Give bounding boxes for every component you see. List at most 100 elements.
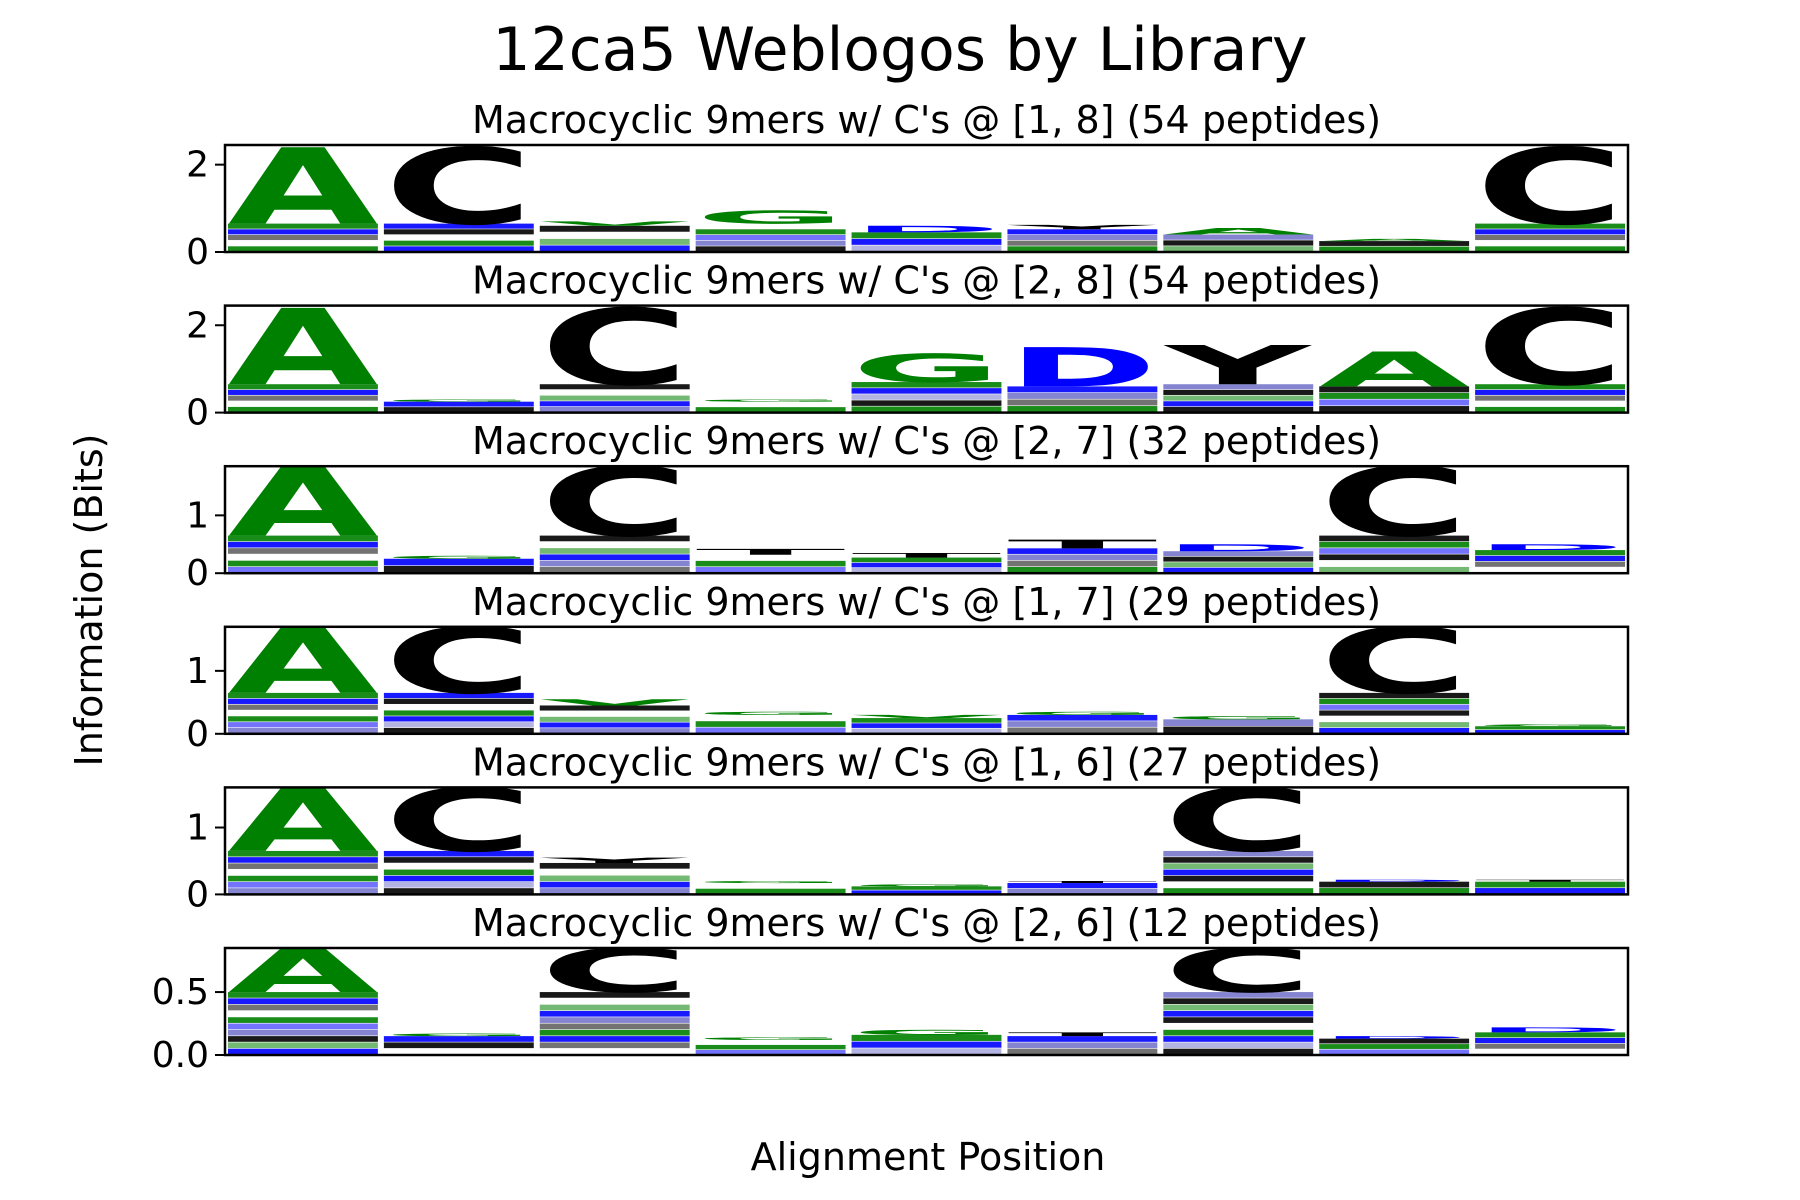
- letter-stack: [851, 718, 1002, 734]
- stack-letter: [851, 728, 1002, 734]
- stack-letter: [1007, 560, 1158, 567]
- stack-letter: [695, 567, 846, 573]
- stack-letter: [228, 692, 378, 699]
- letter-stack: [1007, 548, 1158, 573]
- dominant-letter: G: [696, 1037, 846, 1041]
- stack-letter: [228, 704, 378, 710]
- stack-letter: [228, 1017, 378, 1023]
- stack-letter: [383, 869, 534, 876]
- stack-letter: [1319, 1038, 1470, 1044]
- stack-letter: [383, 704, 534, 710]
- stack-letter: [1163, 240, 1314, 246]
- stack-letter: [228, 863, 378, 869]
- logo-panel: Macrocyclic 9mers w/ C's @ [1, 7] (29 pe…: [186, 580, 1630, 755]
- letter-stack: [851, 382, 1002, 412]
- stack-letter: [1163, 1048, 1314, 1055]
- stack-letter: [539, 728, 690, 734]
- y-tick-label: 0: [186, 553, 209, 594]
- letter-stack: [1475, 881, 1625, 894]
- stack-letter: [228, 223, 378, 229]
- dominant-letter: V: [852, 714, 1002, 719]
- stack-letter: [695, 229, 846, 235]
- dominant-letter: D: [1475, 1026, 1625, 1034]
- stack-letter: [228, 389, 378, 395]
- stack-letter: [228, 541, 378, 548]
- stack-letter: [539, 1023, 690, 1030]
- stack-letter: [383, 223, 534, 229]
- stack-letter: [1475, 888, 1625, 894]
- letter-stack: [1163, 719, 1314, 734]
- stack-letter: [228, 384, 378, 390]
- dominant-letter: D: [852, 224, 1002, 234]
- axes-frame: [223, 786, 1630, 896]
- y-tick-label: 2: [186, 305, 209, 346]
- stack-letter: [1163, 1004, 1314, 1011]
- stack-letter: [851, 557, 1002, 563]
- stack-letter: [228, 1023, 378, 1030]
- stack-letter: [1319, 692, 1470, 699]
- stack-letter: [228, 888, 378, 894]
- stack-letter: [1007, 234, 1158, 241]
- dominant-letter: T: [696, 547, 846, 556]
- stack-letter: [851, 1041, 1002, 1048]
- stack-letter: [1475, 881, 1625, 888]
- stack-letter: [228, 554, 378, 561]
- stack-letter: [1319, 1049, 1470, 1055]
- stack-letter: [228, 1004, 378, 1011]
- letter-stack: [695, 1039, 846, 1055]
- stack-letter: [1007, 721, 1158, 727]
- stack-letter: [539, 535, 690, 542]
- stack-letter: [228, 869, 378, 876]
- dominant-letter: T: [1475, 879, 1625, 882]
- stack-letter: [695, 721, 846, 727]
- stack-letter: [1163, 389, 1314, 395]
- stack-letter: [1319, 246, 1470, 252]
- stack-letter: [383, 692, 534, 699]
- stack-letter: [228, 566, 378, 573]
- stack-letter: [383, 229, 534, 235]
- stack-letter: [228, 240, 378, 246]
- stack-letter: [695, 1049, 846, 1055]
- dominant-letter: G: [852, 346, 1002, 391]
- dominant-letter: C: [1475, 127, 1625, 249]
- panel-title: Macrocyclic 9mers w/ C's @ [2, 7] (32 pe…: [472, 419, 1381, 463]
- dominant-letter: A: [228, 287, 378, 409]
- stack-letter: [851, 890, 1002, 894]
- stack-letter: [383, 875, 534, 882]
- stack-letter: [851, 1048, 1002, 1055]
- stack-letter: [228, 1042, 378, 1049]
- letter-stack: [383, 558, 534, 573]
- stack-letter: [383, 401, 534, 407]
- stack-letter: [228, 401, 378, 407]
- stack-letter: [1007, 240, 1158, 246]
- stack-letter: [228, 727, 378, 734]
- stack-letter: [539, 711, 690, 717]
- stack-letter: [228, 406, 378, 412]
- letter-stack: [1163, 992, 1314, 1055]
- logo-panel: Macrocyclic 9mers w/ C's @ [2, 6] (12 pe…: [152, 901, 1630, 1076]
- dominant-letter: G: [696, 399, 846, 402]
- letter-stack: [383, 692, 534, 734]
- letter-stack: [539, 384, 690, 412]
- stack-letter: [695, 240, 846, 246]
- dominant-letter: T: [1007, 880, 1157, 883]
- stack-letter: [228, 535, 378, 542]
- stack-letter: [1319, 399, 1470, 406]
- y-tick-label: 1: [186, 495, 209, 536]
- stack-letter: [1475, 395, 1625, 401]
- stack-letter: [1163, 384, 1314, 390]
- stack-letter: [383, 722, 534, 728]
- letter-stack: [1319, 241, 1470, 252]
- panel-title: Macrocyclic 9mers w/ C's @ [2, 8] (54 pe…: [472, 259, 1381, 303]
- stack-letter: [851, 1034, 1002, 1041]
- stack-letter: [851, 886, 1002, 890]
- dominant-letter: D: [1319, 1035, 1469, 1039]
- stack-letter: [1163, 551, 1314, 557]
- letter-stack: [1007, 229, 1158, 252]
- stack-letter: [1163, 726, 1314, 734]
- stack-letter: [228, 710, 378, 716]
- stack-letter: [539, 869, 690, 875]
- stack-letter: [539, 1036, 690, 1042]
- stack-letter: [1163, 1023, 1314, 1030]
- stack-letter: [1319, 386, 1470, 393]
